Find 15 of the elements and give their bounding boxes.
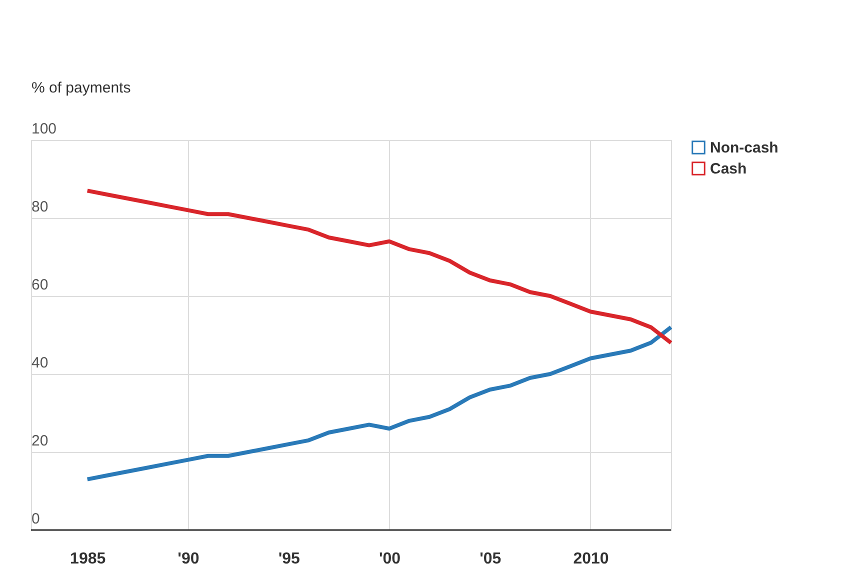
y-tick-label: 20: [32, 432, 48, 450]
x-tick-label: 1985: [70, 550, 106, 568]
legend-label: Cash: [710, 160, 747, 178]
legend-label: Non-cash: [710, 140, 778, 156]
x-tick-label: '00: [378, 550, 401, 568]
y-tick-label: 100: [32, 120, 57, 138]
y-axis-title: % of payments: [32, 80, 131, 96]
y-tick-label: 80: [32, 198, 48, 216]
x-tick-label: '05: [480, 550, 502, 568]
y-tick-label: 40: [32, 354, 48, 372]
x-tick-label: 2010: [573, 550, 609, 568]
x-tick-label: '90: [178, 550, 200, 568]
y-tick-label: 60: [32, 276, 48, 294]
y-tick-label: 0: [32, 510, 40, 528]
x-tick-label: '95: [278, 550, 300, 568]
